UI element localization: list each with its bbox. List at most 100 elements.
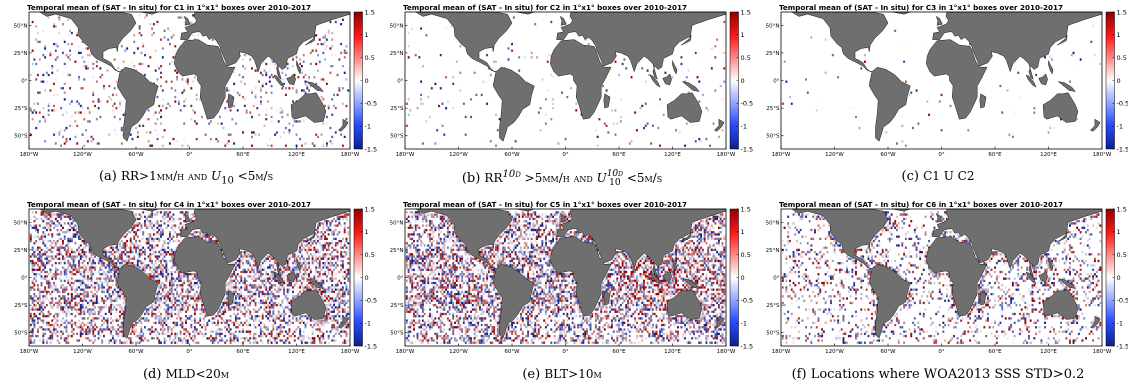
data-cell (160, 222, 162, 224)
data-cell (328, 107, 330, 109)
data-cell (114, 247, 116, 249)
data-cell (255, 87, 257, 89)
data-cell (340, 260, 342, 262)
data-cell (231, 280, 233, 282)
data-cell (112, 300, 114, 302)
data-cell (142, 328, 144, 330)
data-cell (32, 216, 34, 218)
data-cell (160, 266, 162, 268)
data-cell (37, 41, 39, 43)
data-cell (285, 297, 287, 299)
data-cell (337, 94, 339, 96)
data-cell (71, 295, 73, 297)
data-cell (281, 300, 283, 302)
data-cell (82, 271, 84, 273)
data-cell (328, 269, 330, 271)
data-cell (253, 308, 255, 310)
data-cell (335, 238, 337, 240)
data-cell (210, 138, 212, 140)
data-cell (82, 306, 84, 308)
data-cell (288, 324, 290, 326)
data-cell (80, 315, 82, 317)
data-cell (331, 280, 333, 282)
data-cell (262, 278, 264, 280)
data-cell (123, 302, 125, 304)
data-cell (155, 233, 157, 235)
data-cell (41, 291, 43, 293)
data-cell (87, 271, 89, 273)
data-cell (119, 317, 121, 319)
data-cell (92, 94, 94, 96)
data-cell (55, 58, 57, 60)
data-cell (57, 56, 59, 58)
data-cell (235, 302, 237, 304)
x-tick-label: 180°W (772, 152, 791, 158)
data-cell (105, 304, 107, 306)
data-cell (280, 319, 282, 321)
data-cell (296, 134, 298, 136)
data-cell (157, 280, 159, 282)
data-cell (297, 273, 299, 275)
data-cell (62, 258, 64, 260)
data-cell (155, 251, 157, 253)
data-cell (240, 293, 242, 295)
data-cell (331, 255, 333, 257)
data-cell (201, 313, 203, 315)
data-cell (48, 289, 50, 291)
data-cell (94, 286, 96, 288)
data-cell (260, 335, 262, 337)
data-cell (253, 271, 255, 273)
data-cell (91, 140, 93, 142)
data-cell (237, 269, 239, 271)
data-cell (267, 304, 269, 306)
data-cell (226, 286, 228, 288)
data-cell (41, 264, 43, 266)
data-cell (60, 280, 62, 282)
data-cell (287, 262, 289, 264)
data-cell (50, 220, 52, 222)
australia-landmass (1043, 93, 1078, 123)
data-cell (94, 335, 96, 337)
data-cell (337, 284, 339, 286)
data-cell (128, 251, 130, 253)
data-cell (681, 63, 683, 65)
data-cell (269, 266, 271, 268)
data-cell (133, 52, 135, 54)
data-cell (148, 264, 150, 266)
data-cell (42, 227, 44, 229)
data-cell (235, 326, 237, 328)
data-cell (53, 240, 55, 242)
data-cell (235, 335, 237, 337)
data-cell (187, 333, 189, 335)
y-tick-label: 25°S (766, 106, 780, 112)
data-cell (80, 300, 82, 302)
data-cell (283, 315, 285, 317)
data-cell (167, 242, 169, 244)
data-cell (33, 315, 35, 317)
data-cell (253, 131, 255, 133)
data-cell (233, 302, 235, 304)
data-cell (64, 269, 66, 271)
data-cell (337, 289, 339, 291)
data-cell (222, 322, 224, 324)
data-cell (144, 220, 146, 222)
data-cell (287, 324, 289, 326)
data-cell (342, 262, 344, 264)
data-cell (264, 291, 266, 293)
data-cell (240, 297, 242, 299)
data-cell (308, 242, 310, 244)
data-cell (335, 266, 337, 268)
data-cell (115, 94, 117, 96)
data-cell (941, 94, 943, 96)
data-cell (71, 328, 73, 330)
data-cell (133, 224, 135, 226)
data-cell (347, 271, 349, 273)
data-cell (83, 313, 85, 315)
data-cell (80, 280, 82, 282)
data-cell (71, 335, 73, 337)
data-cell (80, 282, 82, 284)
data-cell (333, 224, 335, 226)
data-cell (55, 322, 57, 324)
data-cell (162, 253, 164, 255)
data-cell (64, 297, 66, 299)
